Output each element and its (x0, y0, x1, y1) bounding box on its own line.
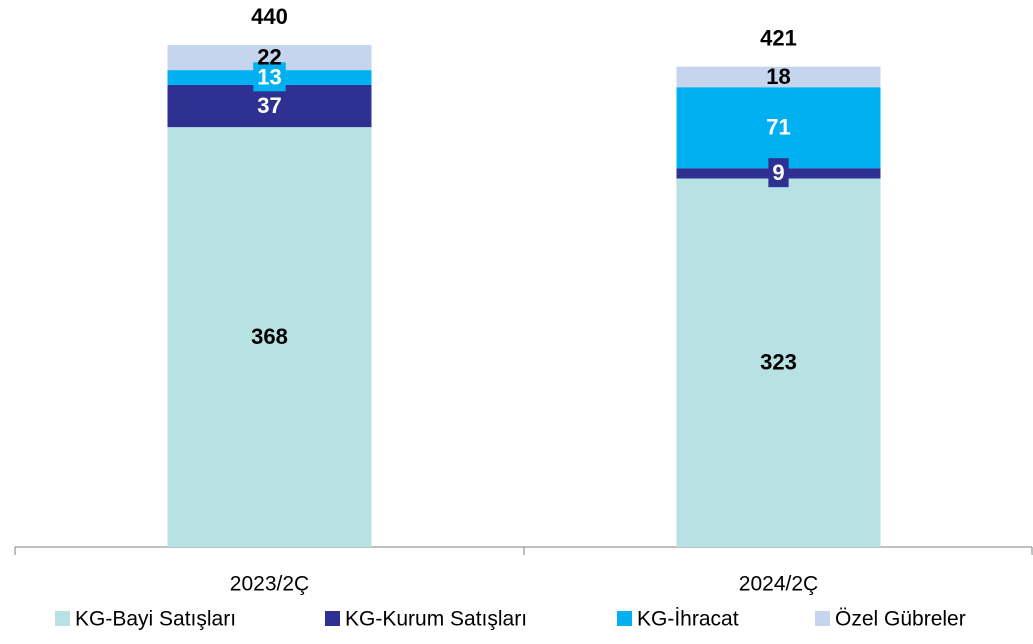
value-label: 13 (257, 64, 281, 89)
legend-label: KG-İhracat (637, 608, 739, 631)
bar-segment (167, 127, 372, 548)
value-label-box (253, 62, 286, 92)
x-tick-label: 2023/2Ç (230, 573, 309, 596)
total-label: 421 (760, 25, 797, 50)
value-label-box (768, 158, 789, 188)
value-label: 18 (766, 64, 790, 89)
legend-label: KG-Bayi Satışları (75, 608, 236, 631)
legend-swatch (815, 611, 830, 626)
legend-label: KG-Kurum Satışları (345, 608, 527, 631)
value-label: 368 (251, 324, 288, 349)
value-label: 37 (257, 93, 281, 118)
bar-segment (676, 178, 881, 547)
total-label: 440 (251, 4, 288, 29)
bar-segment (676, 87, 881, 169)
value-label: 22 (257, 44, 281, 69)
legend-swatch (325, 611, 340, 626)
value-label: 323 (760, 350, 797, 375)
bar-segment (167, 84, 372, 128)
legend-swatch (55, 611, 70, 626)
x-tick-label: 2024/2Ç (739, 573, 818, 596)
value-label: 9 (772, 160, 784, 185)
legend-label: Özel Gübreler (835, 608, 966, 631)
legend-swatch (617, 611, 632, 626)
bar-segment (676, 66, 881, 88)
value-label: 71 (766, 115, 790, 140)
